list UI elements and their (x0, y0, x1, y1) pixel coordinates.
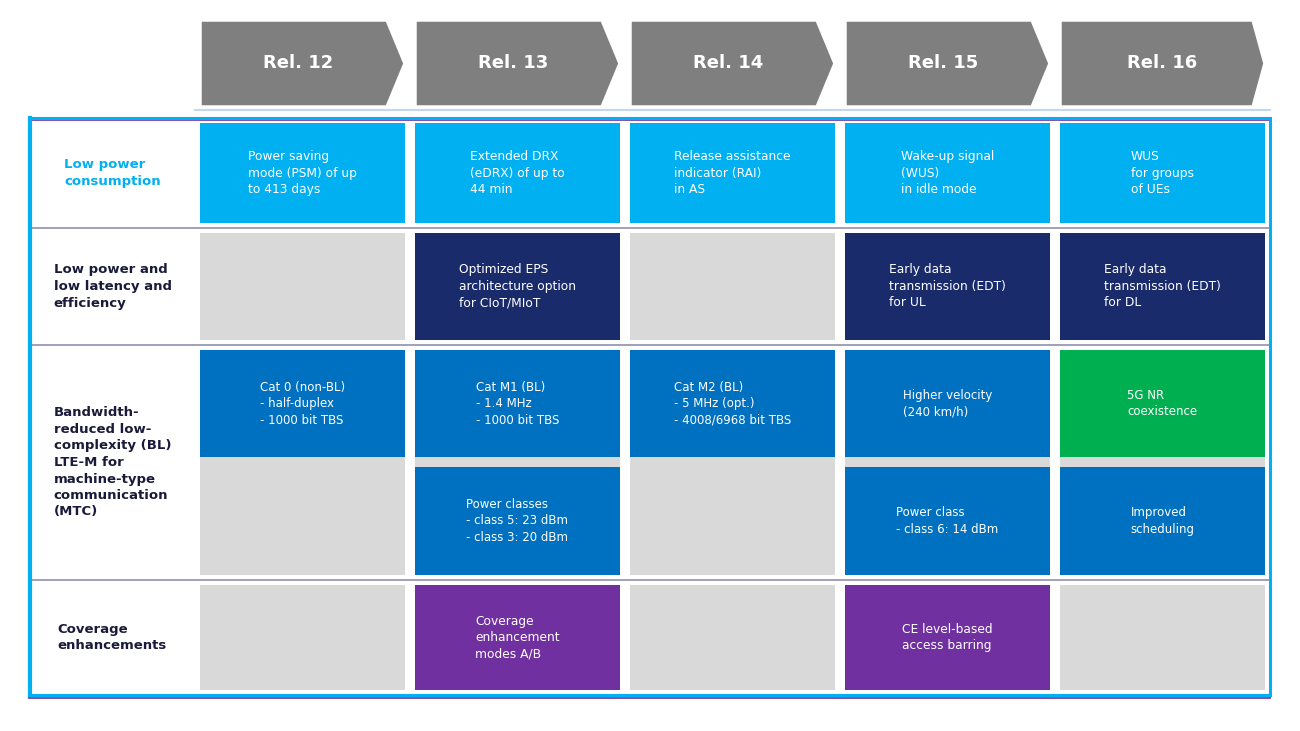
Text: Low power
consumption: Low power consumption (64, 158, 161, 188)
Polygon shape (1060, 20, 1265, 107)
Bar (1060, 585, 1265, 690)
Bar (1060, 123, 1265, 223)
Text: Release assistance
indicator (RAI)
in AS: Release assistance indicator (RAI) in AS (675, 150, 790, 196)
Bar (845, 350, 1050, 575)
Bar (200, 233, 406, 340)
Bar (1060, 467, 1265, 575)
Text: Power classes
- class 5: 23 dBm
- class 3: 20 dBm: Power classes - class 5: 23 dBm - class … (467, 498, 568, 544)
Text: Higher velocity
(240 km/h): Higher velocity (240 km/h) (902, 389, 992, 418)
Bar (200, 123, 406, 223)
Text: Rel. 15: Rel. 15 (907, 55, 978, 72)
Text: CE level-based
access barring: CE level-based access barring (902, 623, 993, 652)
Bar (845, 585, 1050, 690)
Bar (1060, 350, 1265, 457)
Bar (200, 467, 406, 575)
Text: Rel. 16: Rel. 16 (1127, 55, 1197, 72)
Bar (630, 123, 835, 223)
Text: Early data
transmission (EDT)
for DL: Early data transmission (EDT) for DL (1104, 263, 1221, 309)
Text: Wake-up signal
(WUS)
in idle mode: Wake-up signal (WUS) in idle mode (901, 150, 994, 196)
Text: Cat M2 (BL)
- 5 MHz (opt.)
- 4008/6968 bit TBS: Cat M2 (BL) - 5 MHz (opt.) - 4008/6968 b… (673, 381, 792, 426)
Text: Optimized EPS
architecture option
for CIoT/MIoT: Optimized EPS architecture option for CI… (459, 263, 576, 309)
Bar (1060, 123, 1265, 223)
Bar (415, 123, 620, 223)
Text: WUS
for groups
of UEs: WUS for groups of UEs (1131, 150, 1193, 196)
Text: Power saving
mode (PSM) of up
to 413 days: Power saving mode (PSM) of up to 413 day… (248, 150, 358, 196)
Bar (415, 585, 620, 690)
Text: Coverage
enhancements: Coverage enhancements (58, 623, 168, 652)
Bar (29, 118, 1270, 695)
Text: Extended DRX
(eDRX) of up to
44 min: Extended DRX (eDRX) of up to 44 min (471, 150, 566, 196)
Text: Early data
transmission (EDT)
for UL: Early data transmission (EDT) for UL (889, 263, 1006, 309)
Polygon shape (415, 20, 620, 107)
Bar (1060, 233, 1265, 340)
Bar (845, 350, 1050, 457)
Bar (415, 350, 620, 575)
Text: Cat 0 (non-BL)
- half-duplex
- 1000 bit TBS: Cat 0 (non-BL) - half-duplex - 1000 bit … (260, 381, 344, 426)
Bar (30, 228, 195, 345)
Bar (200, 350, 406, 575)
Bar (29, 120, 1270, 698)
Bar (1060, 233, 1265, 340)
Polygon shape (845, 20, 1050, 107)
Bar (30, 345, 195, 580)
Bar (30, 580, 195, 695)
Bar (630, 350, 835, 457)
Bar (845, 233, 1050, 340)
Bar (200, 585, 406, 690)
Text: Bandwidth-
reduced low-
complexity (BL)
LTE-M for
machine-type
communication
(MT: Bandwidth- reduced low- complexity (BL) … (53, 406, 172, 518)
Polygon shape (630, 20, 835, 107)
Bar (630, 350, 835, 575)
Bar (415, 350, 620, 457)
Bar (845, 123, 1050, 223)
Text: Cat M1 (BL)
- 1.4 MHz
- 1000 bit TBS: Cat M1 (BL) - 1.4 MHz - 1000 bit TBS (476, 381, 559, 426)
Polygon shape (200, 20, 406, 107)
Text: Rel. 14: Rel. 14 (693, 55, 763, 72)
Text: Improved
scheduling: Improved scheduling (1131, 507, 1195, 536)
Text: Rel. 12: Rel. 12 (263, 55, 333, 72)
Bar (845, 585, 1050, 690)
Bar (630, 123, 835, 223)
Bar (845, 123, 1050, 223)
Bar (200, 585, 406, 690)
Bar (630, 233, 835, 340)
Bar (415, 233, 620, 340)
Bar (630, 585, 835, 690)
Bar (845, 467, 1050, 575)
Bar (630, 585, 835, 690)
Bar (415, 585, 620, 690)
Bar (415, 233, 620, 340)
Text: Low power and
low latency and
efficiency: Low power and low latency and efficiency (53, 263, 172, 309)
Bar (845, 233, 1050, 340)
Text: Rel. 13: Rel. 13 (478, 55, 549, 72)
Bar (200, 123, 406, 223)
Bar (1060, 585, 1265, 690)
Bar (415, 467, 620, 575)
Text: Coverage
enhancement
modes A/B: Coverage enhancement modes A/B (476, 615, 560, 661)
Bar (1060, 350, 1265, 575)
Bar (30, 118, 195, 228)
Bar (630, 467, 835, 575)
Text: Power class
- class 6: 14 dBm: Power class - class 6: 14 dBm (897, 507, 998, 536)
Bar (630, 233, 835, 340)
Text: 5G NR
coexistence: 5G NR coexistence (1127, 389, 1197, 418)
Bar (200, 233, 406, 340)
Bar (200, 350, 406, 457)
Bar (415, 123, 620, 223)
